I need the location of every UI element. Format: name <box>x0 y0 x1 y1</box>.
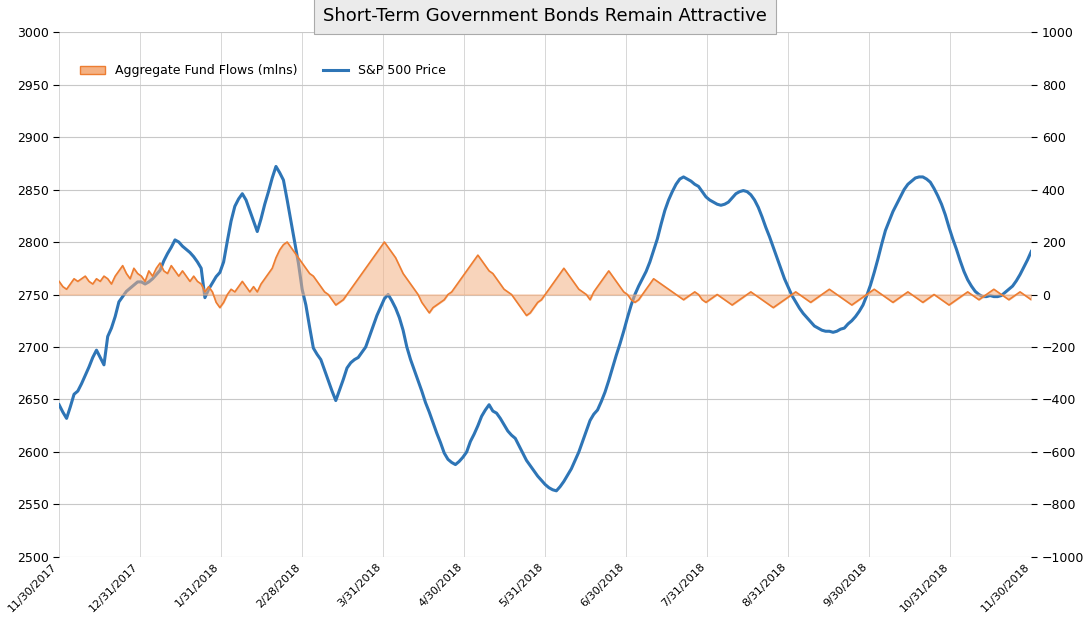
Title: Short-Term Government Bonds Remain Attractive: Short-Term Government Bonds Remain Attra… <box>323 7 767 25</box>
Legend: Aggregate Fund Flows (mlns), S&P 500 Price: Aggregate Fund Flows (mlns), S&P 500 Pri… <box>75 59 451 83</box>
